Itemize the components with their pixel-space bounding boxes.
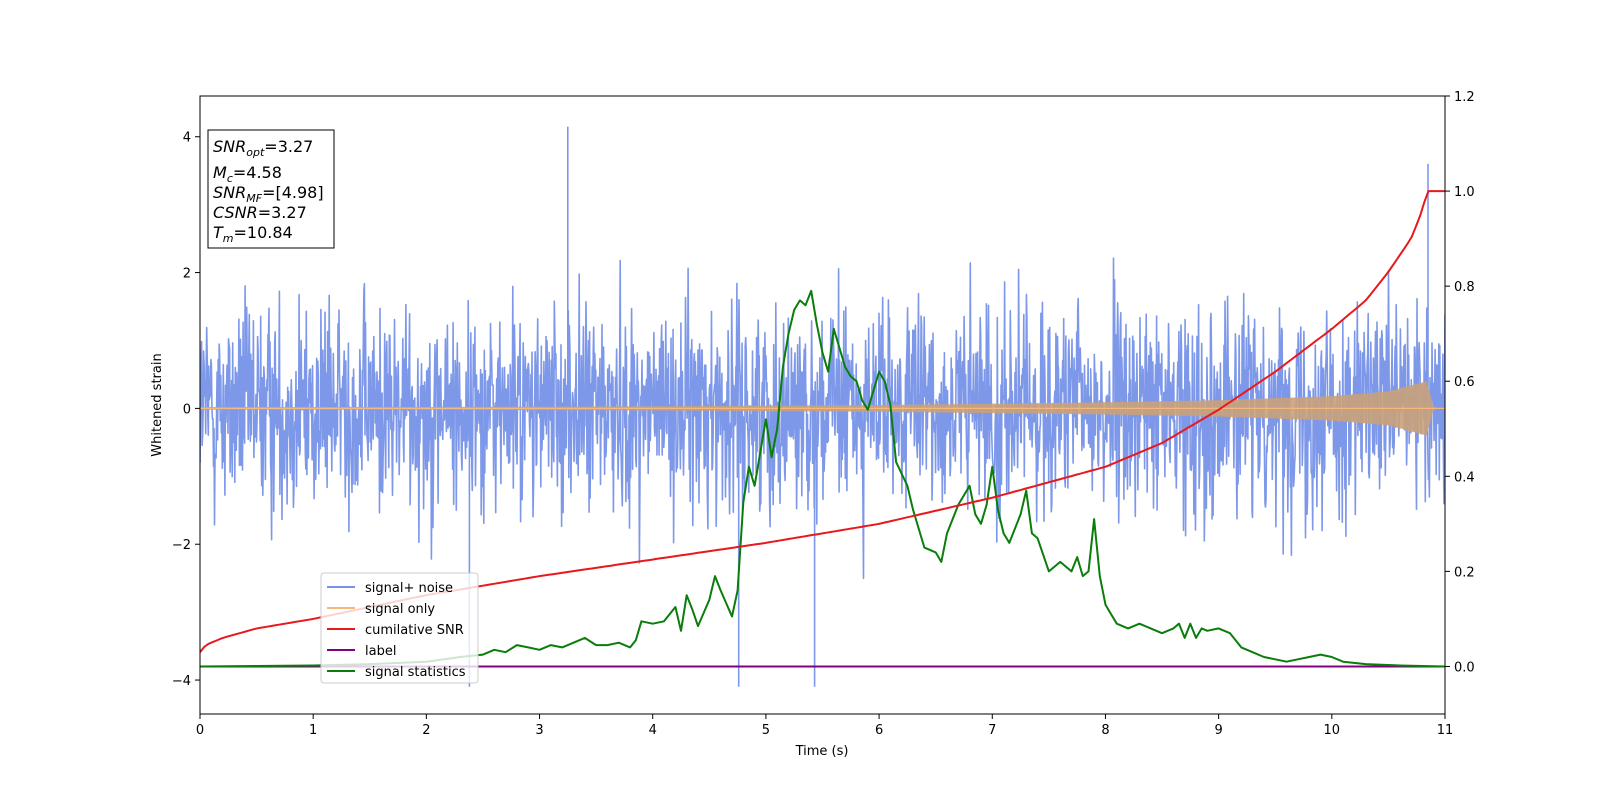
y-tick-label: −4 (172, 674, 191, 689)
signal-statistics-line (200, 289, 1445, 668)
x-tick-label: 4 (649, 723, 657, 738)
x-tick-label: 1 (309, 723, 317, 738)
y-tick-label: 2 (183, 267, 191, 282)
x-tick-label: 10 (1324, 723, 1341, 738)
y2-tick-label: 1.0 (1454, 185, 1475, 200)
y-axis-left: −4 −2 0 2 4 (172, 131, 200, 689)
x-tick-label: 0 (196, 723, 204, 738)
y-tick-label: −2 (172, 538, 191, 553)
y2-tick-label: 0.2 (1454, 565, 1475, 580)
y2-tick-label: 0.6 (1454, 375, 1475, 390)
y2-tick-label: 0.0 (1454, 660, 1475, 675)
x-axis: 0 1 2 3 4 5 6 7 8 9 10 11 (196, 714, 1453, 738)
info-box-line: SNRMF=[4.98] (213, 183, 324, 205)
x-tick-label: 8 (1101, 723, 1109, 738)
legend-frame (320, 572, 479, 684)
legend-entry: signal statistics (365, 665, 466, 680)
info-box-frame (207, 129, 335, 249)
y-tick-label: 0 (183, 402, 191, 417)
x-tick-label: 9 (1214, 723, 1222, 738)
x-tick-label: 3 (535, 723, 543, 738)
info-box-line: CSNR=3.27 (213, 203, 307, 222)
y-tick-label: 4 (183, 131, 191, 146)
y-axis-right: 0.0 0.2 0.4 0.6 0.8 1.0 1.2 (1445, 90, 1475, 675)
x-tick-label: 11 (1437, 723, 1454, 738)
y2-tick-label: 0.4 (1454, 470, 1475, 485)
info-box: SNRopt=3.27 Mc=4.58SNRMF=[4.98]CSNR=3.27T… (207, 129, 335, 249)
x-tick-label: 6 (875, 723, 883, 738)
legend-entry: signal only (365, 602, 435, 617)
x-tick-label: 7 (988, 723, 996, 738)
plot-frame (199, 95, 1446, 715)
info-box-line: Mc=4.58 (213, 163, 282, 185)
y2-tick-label: 0.8 (1454, 280, 1475, 295)
y2-tick-label: 1.2 (1454, 90, 1475, 105)
legend-entry: label (365, 644, 396, 659)
y-axis-label: Whitened strain (150, 353, 165, 456)
legend: signal+ noise signal only cumilative SNR la… (320, 572, 479, 684)
x-tick-label: 5 (762, 723, 770, 738)
x-axis-label: Time (s) (795, 744, 849, 759)
info-box-line: SNRopt=3.27 (213, 137, 313, 159)
legend-entry: cumilative SNR (365, 623, 464, 638)
x-tick-label: 2 (422, 723, 430, 738)
info-box-line: Tm=10.84 (213, 223, 293, 245)
legend-entry: signal+ noise (365, 581, 453, 596)
